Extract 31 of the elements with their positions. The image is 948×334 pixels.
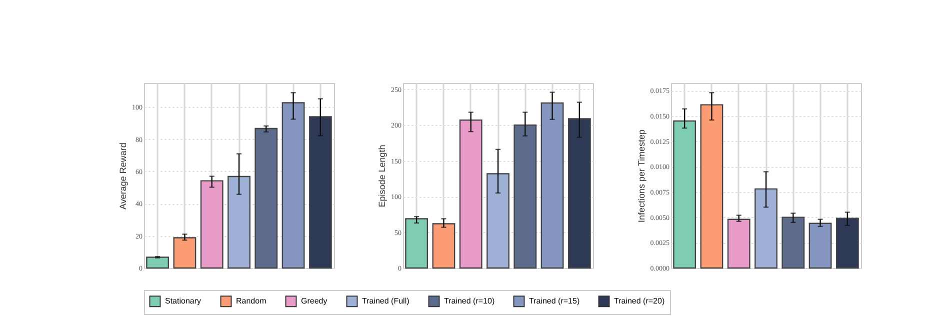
bar xyxy=(254,128,278,269)
legend-label: Random xyxy=(236,296,267,306)
bar xyxy=(727,218,750,269)
bar xyxy=(432,223,456,269)
legend-label: Trained (r=10) xyxy=(444,296,495,306)
bar xyxy=(514,124,537,269)
y-axis-title: Episode Length xyxy=(377,144,387,208)
bar xyxy=(282,102,305,269)
bar xyxy=(700,104,724,269)
bar xyxy=(405,218,428,269)
legend-label: Stationary xyxy=(165,296,202,306)
bar xyxy=(540,102,564,269)
bar xyxy=(146,256,170,269)
bar xyxy=(836,218,859,269)
bar xyxy=(568,118,591,269)
bar xyxy=(308,116,332,269)
y-axis-title: Average Reward xyxy=(118,142,128,210)
bar xyxy=(200,180,224,269)
y-axis-title: Infections per Timestep xyxy=(636,129,646,223)
bar xyxy=(782,216,805,269)
bar xyxy=(228,176,250,269)
bar xyxy=(486,173,510,269)
legend-label: Trained (r=15) xyxy=(529,296,580,306)
legend-label: Trained (Full) xyxy=(362,296,410,306)
bar xyxy=(808,222,832,269)
bar xyxy=(754,188,778,269)
bar xyxy=(459,120,482,269)
legend-label: Trained (r=20) xyxy=(614,296,665,306)
bar xyxy=(173,237,196,269)
bar xyxy=(673,120,696,269)
legend-label: Greedy xyxy=(301,296,328,306)
